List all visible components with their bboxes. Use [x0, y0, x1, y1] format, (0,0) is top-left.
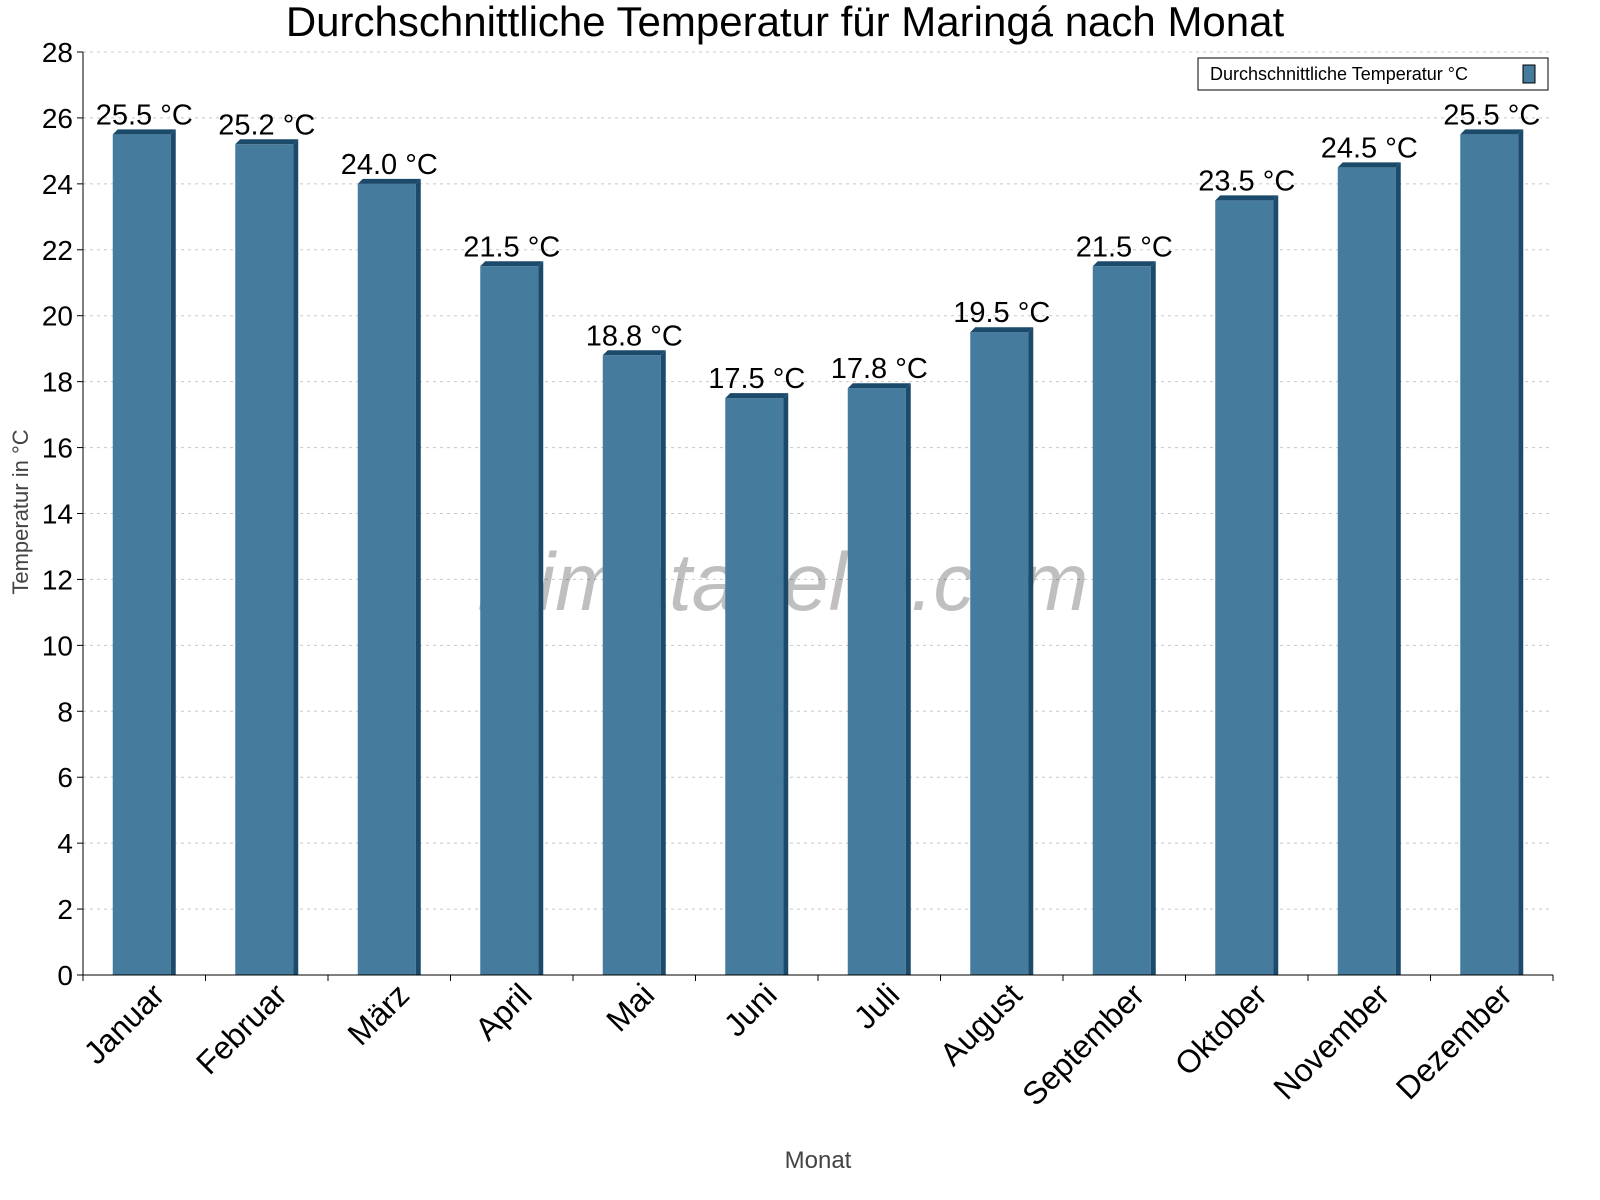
- bar-side: [1150, 261, 1156, 976]
- x-tick-label: November: [1266, 976, 1396, 1106]
- bar-top: [235, 139, 299, 145]
- bar-side: [1518, 129, 1524, 976]
- gridlines: [83, 51, 1553, 910]
- y-tick-label: 24: [42, 169, 73, 200]
- data-label: 19.5 °C: [953, 297, 1050, 329]
- bar-group: 24.5 °C: [1321, 132, 1418, 975]
- bar: [1460, 134, 1519, 976]
- x-tick-label: Oktober: [1168, 976, 1274, 1082]
- bar-group: 23.5 °C: [1198, 165, 1295, 975]
- bar-side: [293, 139, 299, 976]
- bar: [480, 266, 539, 976]
- data-label: 21.5 °C: [463, 231, 560, 263]
- y-axis-label: Temperatur in °C: [8, 429, 33, 594]
- y-tick-label: 2: [57, 894, 73, 925]
- bar-side: [170, 129, 176, 976]
- y-tick-label: 6: [57, 762, 73, 793]
- bar-top: [970, 327, 1034, 333]
- y-tick-label: 22: [42, 235, 73, 266]
- data-label: 23.5 °C: [1198, 165, 1295, 197]
- y-tick-label: 4: [57, 828, 73, 859]
- bar: [602, 355, 661, 975]
- bar: [970, 332, 1029, 976]
- bar-group: 17.8 °C: [831, 353, 928, 975]
- bar-top: [480, 261, 544, 267]
- x-tick-label: April: [468, 976, 539, 1047]
- legend-label: Durchschnittliche Temperatur °C: [1210, 64, 1468, 84]
- y-tick-label: 16: [42, 433, 73, 464]
- x-tick-label: Mai: [599, 976, 661, 1038]
- bar-side: [1395, 162, 1401, 975]
- x-tick-label: Juni: [717, 976, 784, 1043]
- bar-group: 21.5 °C: [1076, 231, 1173, 976]
- bar-group: 19.5 °C: [953, 297, 1050, 976]
- bar-group: 25.2 °C: [218, 109, 315, 976]
- y-tick-label: 18: [42, 367, 73, 398]
- y-tick-label: 14: [42, 499, 73, 530]
- bar: [725, 398, 784, 975]
- bar-top: [602, 350, 666, 356]
- x-tick-label: September: [1015, 976, 1151, 1112]
- bar-top: [1092, 261, 1156, 267]
- bar-group: 25.5 °C: [96, 99, 193, 976]
- data-label: 17.8 °C: [831, 353, 928, 385]
- bar-group: 18.8 °C: [586, 320, 683, 975]
- bar: [1092, 266, 1151, 976]
- data-label: 24.0 °C: [341, 149, 438, 181]
- bar-top: [112, 129, 176, 135]
- legend: Durchschnittliche Temperatur °C: [1197, 57, 1549, 91]
- bar-top: [357, 178, 421, 184]
- bar-side: [538, 261, 544, 976]
- x-tick-label: März: [340, 976, 416, 1052]
- bar-group: 25.5 °C: [1443, 99, 1540, 976]
- bar-top: [1460, 129, 1524, 135]
- bar: [1215, 200, 1274, 975]
- bar: [847, 388, 906, 975]
- bar-group: 17.5 °C: [708, 363, 805, 975]
- bar-top: [1337, 162, 1401, 168]
- bar-group: 24.0 °C: [341, 149, 438, 975]
- bar-top: [1215, 195, 1279, 201]
- x-axis-label: Monat: [785, 1147, 852, 1174]
- data-label: 21.5 °C: [1076, 231, 1173, 263]
- bar-side: [783, 393, 789, 975]
- y-tick-label: 0: [57, 960, 73, 991]
- data-label: 25.5 °C: [1443, 99, 1540, 131]
- bar: [235, 144, 294, 976]
- bar-side: [660, 350, 666, 975]
- data-label: 25.5 °C: [96, 99, 193, 131]
- bar: [1337, 167, 1396, 975]
- bar-top: [725, 393, 789, 399]
- x-tick-label: Dezember: [1389, 976, 1519, 1106]
- x-tick-label: Februar: [189, 976, 294, 1081]
- data-label: 25.2 °C: [218, 109, 315, 141]
- bar: [112, 134, 171, 976]
- bar-group: 21.5 °C: [463, 231, 560, 976]
- x-tick-label: August: [933, 976, 1029, 1072]
- y-tick-label: 28: [42, 37, 73, 68]
- y-tick-label: 20: [42, 301, 73, 332]
- bar-side: [1273, 195, 1279, 975]
- data-label: 18.8 °C: [586, 320, 683, 352]
- x-tick-label: Januar: [77, 976, 172, 1071]
- data-label: 24.5 °C: [1321, 132, 1418, 164]
- y-tick-label: 10: [42, 630, 73, 661]
- x-tick-label: Juli: [847, 976, 906, 1035]
- y-tick-label: 8: [57, 696, 73, 727]
- data-label: 17.5 °C: [708, 363, 805, 395]
- bar-side: [905, 383, 911, 975]
- chart-title: Durchschnittliche Temperatur für Maringá…: [286, 0, 1285, 45]
- legend-swatch: [1522, 64, 1536, 84]
- bar: [357, 183, 416, 975]
- bars: 25.5 °C 25.2 °C 24.0 °C 21.5 °C 18.8 °C 17.5 …: [96, 99, 1540, 976]
- bar-top: [847, 383, 911, 389]
- y-tick-label: 26: [42, 103, 73, 134]
- bar-side: [415, 178, 421, 975]
- bar-side: [1028, 327, 1034, 976]
- y-tick-label: 12: [42, 564, 73, 595]
